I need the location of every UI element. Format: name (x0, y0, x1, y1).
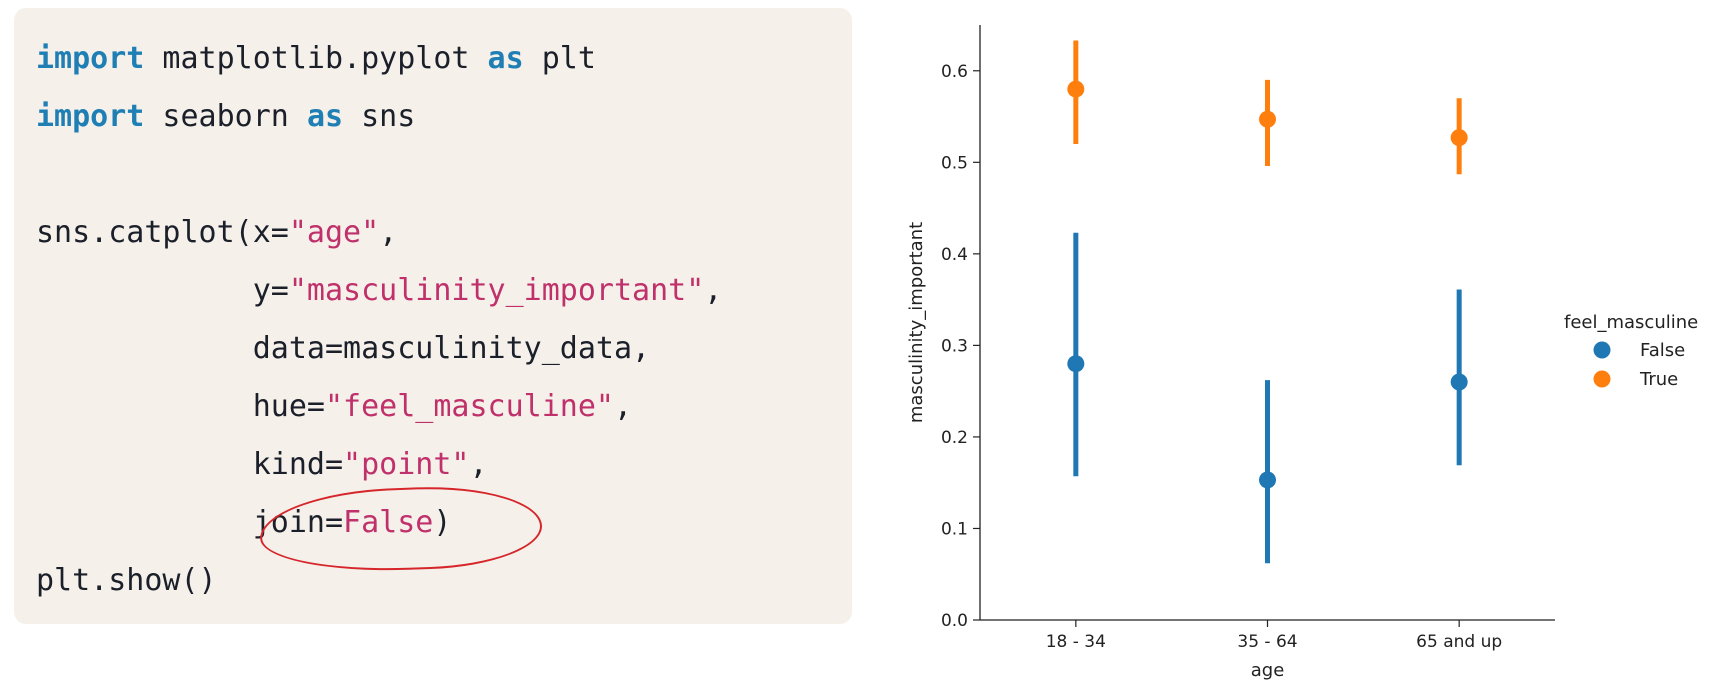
chart-legend: feel_masculine False True (1564, 312, 1698, 390)
code-line-5: y="masculinity_important", (36, 262, 723, 320)
y-tick-label: 0.1 (941, 519, 968, 539)
code-text: seaborn (144, 99, 307, 134)
x-tick-label: 65 and up (1416, 632, 1502, 652)
legend-label-false: False (1640, 340, 1685, 361)
string-literal: "age" (288, 215, 380, 250)
code-line-7: hue="feel_masculine", (36, 378, 722, 436)
keyword-as: as (487, 41, 524, 76)
y-tick-label: 0.3 (941, 336, 968, 356)
code-text: , (469, 447, 488, 482)
y-tick-label: 0.2 (941, 428, 968, 448)
y-tick-label: 0.4 (941, 245, 968, 265)
y-tick-label: 0.5 (941, 153, 968, 173)
code-text: ) (433, 505, 452, 540)
legend-title: feel_masculine (1564, 312, 1698, 333)
chart-axes: 0.0 0.1 0.2 0.3 0.4 0.5 0.6 18 - 34 35 - 64 65 an… (906, 25, 1555, 681)
boolean-literal: False (343, 505, 434, 540)
code-text: hue= (36, 389, 325, 424)
y-tick-label: 0.6 (941, 62, 968, 82)
code-text: matplotlib.pyplot (144, 41, 488, 76)
point-false (1067, 355, 1085, 373)
point-true (1259, 110, 1276, 128)
chart-marks (1067, 40, 1468, 564)
legend-marker-false (1593, 341, 1611, 359)
string-literal: "masculinity_important" (288, 273, 705, 308)
code-line-6: data=masculinity_data, (36, 331, 651, 366)
code-text: join= (36, 505, 344, 540)
code-text: , (704, 273, 723, 308)
code-text: , (613, 389, 633, 424)
code-line-9: join=False) (36, 494, 722, 552)
code-text: , (379, 215, 398, 250)
code-panel: import matplotlib.pyplot as plt import se… (14, 8, 852, 624)
x-tick-label: 35 - 64 (1237, 632, 1297, 652)
chart-area: 0.0 0.1 0.2 0.3 0.4 0.5 0.6 18 - 34 35 - 64 65 an… (880, 0, 1710, 688)
legend-label-true: True (1639, 369, 1678, 390)
code-text: sns.catplot(x= (36, 215, 289, 250)
point-false (1450, 373, 1468, 391)
x-tick-label: 18 - 34 (1046, 632, 1106, 652)
keyword-as: as (306, 99, 344, 134)
code-line-3-blank (36, 146, 722, 204)
pointplot-chart: 0.0 0.1 0.2 0.3 0.4 0.5 0.6 18 - 34 35 - 64 65 an… (906, 25, 1698, 681)
code-line-2: import seaborn as sns (36, 88, 722, 146)
code-line-8: kind="point", (36, 436, 722, 494)
code-text: sns (343, 99, 416, 134)
code-line-10: plt.show() (36, 563, 217, 598)
y-tick-label: 0.0 (941, 611, 968, 631)
point-false (1259, 471, 1276, 489)
x-axis-label: age (1251, 660, 1285, 681)
string-literal: "feel_masculine" (324, 389, 614, 424)
code-line-1: import matplotlib.pyplot as plt (36, 30, 722, 88)
code-text: kind= (36, 447, 344, 482)
point-true (1067, 80, 1085, 98)
legend-marker-true (1593, 370, 1611, 388)
keyword-import: import (36, 41, 145, 76)
y-axis-label: masculinity_important (906, 222, 927, 423)
code-block: import matplotlib.pyplot as plt import se… (36, 30, 722, 610)
string-literal: "point" (343, 447, 470, 482)
point-true (1450, 129, 1468, 147)
code-line-4: sns.catplot(x="age", (36, 204, 722, 262)
keyword-import: import (36, 99, 145, 134)
code-text: y= (36, 273, 289, 308)
code-text: plt (523, 41, 596, 76)
